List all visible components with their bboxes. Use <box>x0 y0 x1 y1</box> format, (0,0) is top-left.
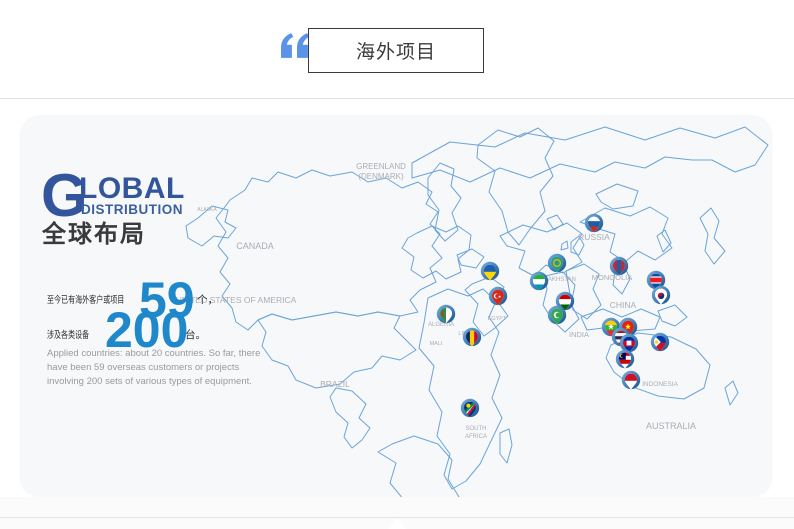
svg-text:INDIA: INDIA <box>569 330 589 339</box>
svg-text:GREENLAND: GREENLAND <box>356 162 406 171</box>
svg-text:BRAZIL: BRAZIL <box>320 379 350 389</box>
svg-text:AFRICA: AFRICA <box>465 434 487 440</box>
svg-text:(DENMARK): (DENMARK) <box>358 172 404 181</box>
svg-text:MALI: MALI <box>430 341 443 347</box>
svg-text:RUSSIA: RUSSIA <box>578 232 610 242</box>
svg-text:SOUTH: SOUTH <box>466 426 487 432</box>
svg-text:AUSTRALIA: AUSTRALIA <box>646 421 696 431</box>
svg-text:CHINA: CHINA <box>610 300 637 310</box>
svg-text:INDONESIA: INDONESIA <box>642 381 678 388</box>
svg-text:EGYPT: EGYPT <box>488 316 507 322</box>
svg-text:ALASKA: ALASKA <box>197 207 217 213</box>
svg-text:MONGOLIA: MONGOLIA <box>592 273 632 282</box>
svg-text:CANADA: CANADA <box>236 241 274 251</box>
svg-text:ALGERIA: ALGERIA <box>428 322 454 328</box>
